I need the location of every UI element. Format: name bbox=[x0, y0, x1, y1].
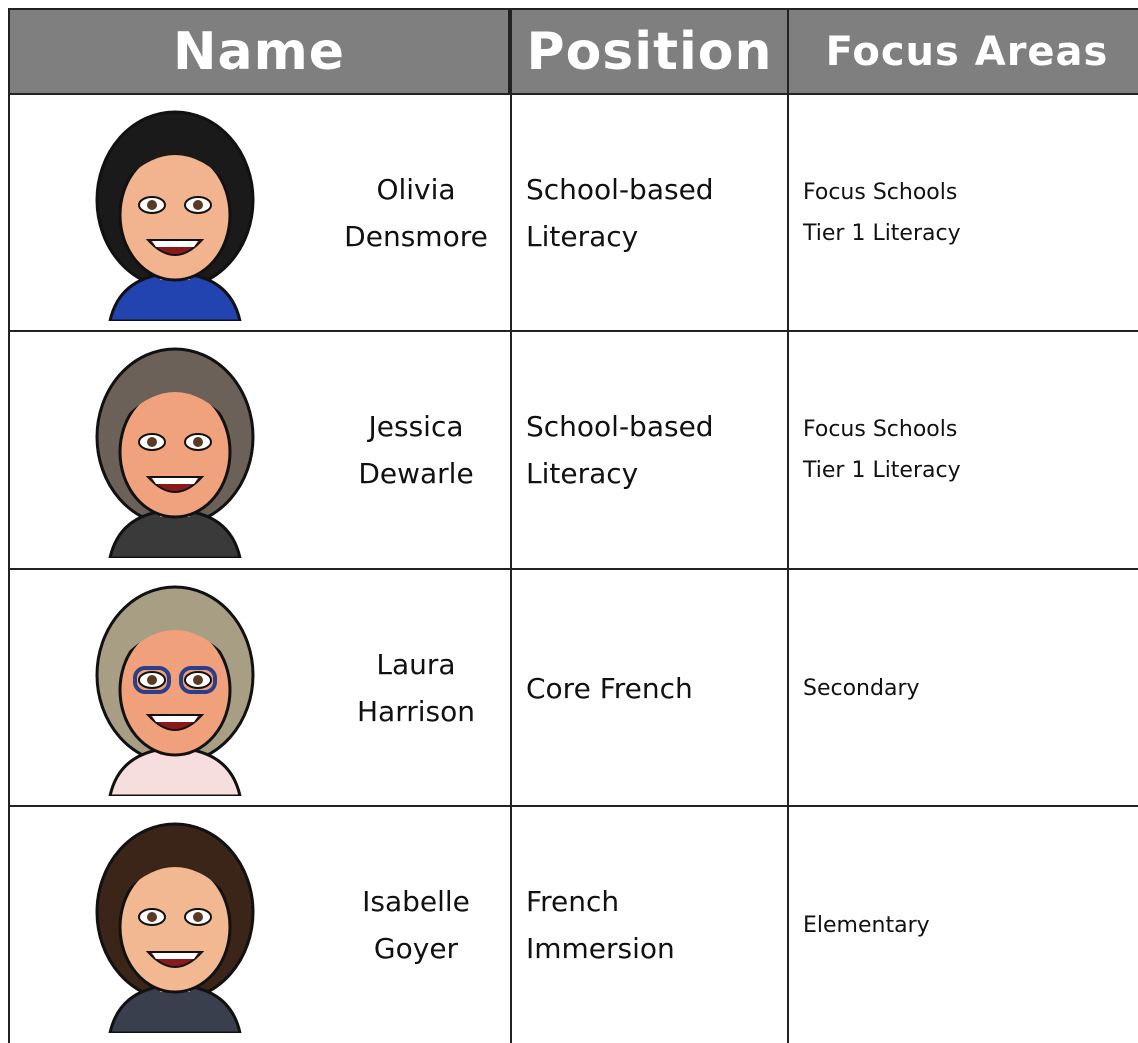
position: French Immersion bbox=[526, 885, 675, 965]
person-name: Olivia Densmore bbox=[344, 173, 488, 253]
focus-cell: Secondary bbox=[787, 568, 1138, 808]
header-cell: Focus Areas bbox=[787, 8, 1138, 95]
position-cell: School-based Literacy bbox=[510, 93, 789, 333]
focus-area: Focus Schools bbox=[803, 417, 958, 442]
person-name: Jessica Dewarle bbox=[358, 410, 474, 490]
position: Core French bbox=[526, 671, 693, 705]
focus-area: Focus Schools bbox=[803, 180, 958, 205]
position-cell: School-based Literacy bbox=[510, 330, 789, 570]
person-name: Laura Harrison bbox=[357, 648, 475, 728]
header-cell: Name bbox=[8, 8, 510, 95]
focus-area: Tier 1 Literacy bbox=[803, 458, 961, 483]
avatar bbox=[95, 347, 255, 558]
focus-cell: Focus Schools Tier 1 Literacy bbox=[787, 93, 1138, 333]
focus-area: Elementary bbox=[803, 912, 930, 938]
focus-list: Secondary bbox=[803, 570, 920, 806]
staff-table: Name Position Focus Areas Olivia Densmore Sc… bbox=[8, 8, 1138, 1043]
focus-area: Secondary bbox=[803, 675, 920, 701]
person-name: Isabelle Goyer bbox=[362, 885, 470, 965]
focus-list: Focus Schools Tier 1 Literacy bbox=[803, 95, 961, 331]
name-cell: Jessica Dewarle bbox=[8, 330, 512, 570]
name-cell: Olivia Densmore bbox=[8, 93, 512, 333]
position-cell: French Immersion bbox=[510, 805, 789, 1043]
position: School-based Literacy bbox=[526, 410, 714, 490]
focus-list: Elementary bbox=[803, 807, 930, 1043]
focus-cell: Focus Schools Tier 1 Literacy bbox=[787, 330, 1138, 570]
focus-list: Focus Schools Tier 1 Literacy bbox=[803, 332, 961, 568]
name-cell: Isabelle Goyer bbox=[8, 805, 512, 1043]
position-cell: Core French bbox=[510, 568, 789, 808]
focus-cell: Elementary bbox=[787, 805, 1138, 1043]
avatar bbox=[95, 110, 255, 321]
header-cell: Position bbox=[510, 8, 789, 95]
name-cell: Laura Harrison bbox=[8, 568, 512, 808]
position: School-based Literacy bbox=[526, 173, 714, 253]
avatar bbox=[95, 822, 255, 1033]
avatar bbox=[95, 585, 255, 796]
focus-area: Tier 1 Literacy bbox=[803, 221, 961, 246]
